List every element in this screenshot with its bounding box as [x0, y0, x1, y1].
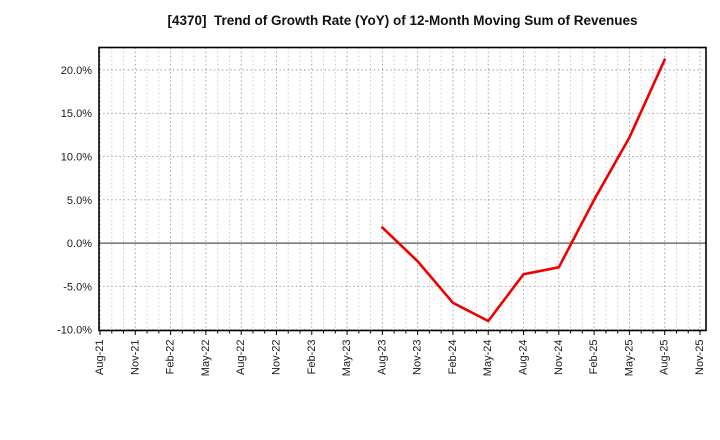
y-axis-tick-labels: 20.0% 15.0% 10.0% 5.0% 0.0% -5.0% -10.0%	[57, 65, 92, 337]
chart-title: [4370] Trend of Growth Rate (YoY) of 12-…	[167, 13, 638, 28]
y-tick-label: 10.0%	[61, 152, 92, 164]
growth-rate-series-line	[381, 58, 667, 323]
gridlines-major-vertical	[99, 47, 701, 331]
x-tick-label: Nov-25	[694, 340, 706, 375]
x-tick-label: Nov-21	[129, 340, 141, 375]
series-lines	[381, 58, 667, 323]
x-axis-tick-labels: Aug-21 Nov-21 Feb-22 May-22 Aug-22 Nov-22 Feb-…	[94, 340, 706, 377]
y-tick-label: -10.0%	[57, 325, 92, 337]
axes-border	[98, 46, 707, 332]
x-tick-label: May-23	[341, 340, 353, 377]
x-tick-label: Feb-24	[447, 340, 459, 375]
x-tick-label: May-22	[200, 340, 212, 377]
x-tick-label: Aug-22	[235, 340, 247, 375]
gridlines-minor-vertical	[111, 47, 689, 331]
axis-tick-marks	[99, 330, 701, 335]
x-tick-label: Aug-25	[659, 340, 671, 375]
x-tick-label: Aug-24	[518, 340, 530, 375]
x-tick-label: Feb-25	[588, 340, 600, 375]
x-tick-label: May-25	[623, 340, 635, 377]
y-tick-label: -5.0%	[63, 281, 92, 293]
y-tick-label: 5.0%	[67, 195, 92, 207]
y-tick-label: 15.0%	[61, 108, 92, 120]
x-tick-label: Nov-23	[412, 340, 424, 375]
x-tick-label: Aug-23	[376, 340, 388, 375]
gridlines-horizontal	[99, 69, 706, 331]
x-tick-label: Aug-21	[94, 340, 106, 375]
x-tick-label: Nov-24	[553, 340, 565, 375]
x-tick-label: May-24	[482, 340, 494, 377]
y-tick-label: 20.0%	[61, 65, 92, 77]
x-tick-label: Nov-22	[270, 340, 282, 375]
x-tick-label: Feb-22	[165, 340, 177, 375]
y-tick-label: 0.0%	[67, 238, 92, 250]
x-tick-label: Feb-23	[306, 340, 318, 375]
